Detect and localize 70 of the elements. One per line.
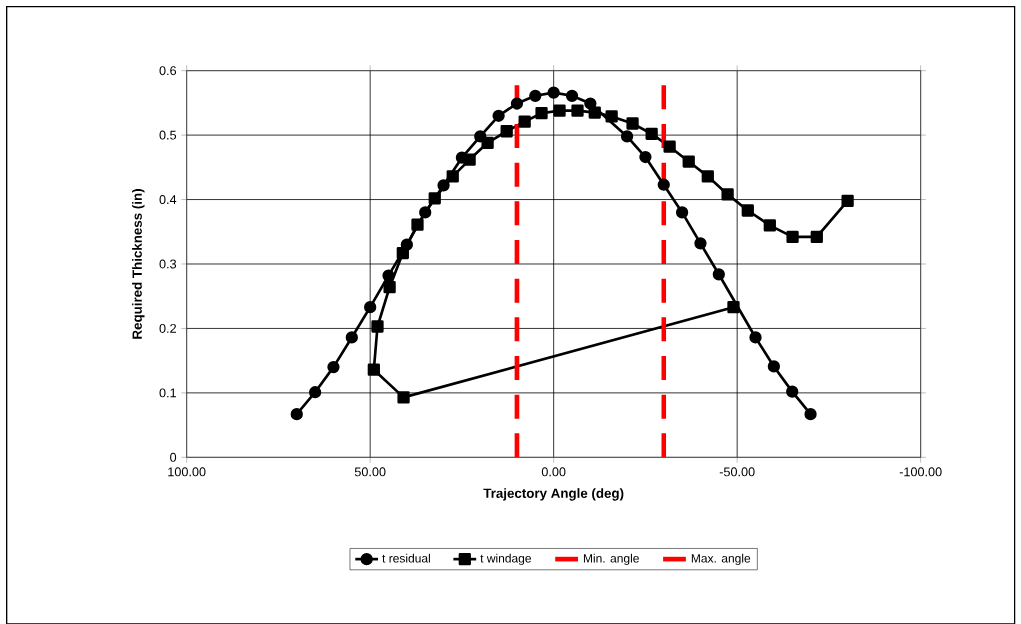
- x-tick-label: 100.00: [168, 467, 206, 477]
- point: [663, 140, 676, 153]
- point: [518, 115, 531, 128]
- y-tick-label: 0.5: [159, 130, 177, 140]
- point: [411, 218, 424, 231]
- point: [290, 408, 303, 421]
- point: [727, 301, 740, 314]
- point: [500, 125, 513, 138]
- y-tick-label: 0.4: [159, 195, 177, 205]
- legend-label: t windage: [480, 553, 531, 565]
- legend-label: t residual: [382, 553, 430, 563]
- point: [786, 230, 799, 244]
- point: [383, 281, 396, 294]
- point: [571, 104, 584, 117]
- point: [712, 268, 725, 281]
- y-tick-label: 0.3: [159, 259, 177, 269]
- point: [767, 360, 780, 373]
- x-tick-label: 0.00: [541, 467, 566, 477]
- point: [620, 130, 634, 143]
- point: [382, 269, 395, 282]
- point: [721, 188, 734, 201]
- point: [481, 136, 494, 149]
- point: [588, 106, 601, 119]
- y-tick-label: 0: [170, 452, 177, 462]
- point: [364, 301, 377, 314]
- point: [749, 331, 762, 344]
- point: [492, 109, 505, 122]
- legend-label: Max. angle: [691, 553, 751, 565]
- point: [529, 89, 542, 102]
- point: [419, 206, 432, 219]
- point: [682, 155, 695, 168]
- x-tick-label: 50.00: [354, 467, 386, 477]
- point: [446, 170, 459, 183]
- point: [657, 178, 670, 191]
- x-tick-label: -50.00: [719, 467, 755, 477]
- point: [565, 89, 579, 102]
- point: [626, 117, 639, 130]
- x-axis-title: Trajectory Angle (deg): [483, 488, 624, 501]
- point: [308, 386, 322, 399]
- point: [396, 246, 409, 260]
- point: [371, 320, 384, 333]
- y-tick-label: 0.6: [159, 66, 177, 76]
- point: [553, 104, 566, 117]
- y-tick-label: 0.2: [159, 323, 176, 333]
- point: [841, 194, 854, 207]
- point: [694, 237, 707, 250]
- point: [327, 360, 340, 374]
- point: [639, 150, 652, 164]
- y-tick-label: 0.1: [159, 388, 176, 398]
- point: [810, 230, 823, 244]
- point: [645, 127, 658, 140]
- point: [741, 204, 754, 217]
- point: [367, 363, 380, 376]
- point: [804, 408, 817, 421]
- point: [701, 170, 714, 183]
- point: [345, 331, 358, 344]
- point: [463, 153, 476, 166]
- point: [535, 107, 548, 120]
- y-axis-title: Required Thickness (in): [132, 189, 145, 339]
- point: [763, 219, 776, 232]
- point: [397, 391, 410, 404]
- point: [786, 385, 799, 398]
- x-tick-label: -100.00: [899, 467, 942, 477]
- point: [428, 192, 441, 205]
- point: [437, 179, 450, 192]
- point: [675, 206, 689, 219]
- point: [547, 86, 560, 99]
- point: [605, 110, 618, 123]
- legend-label: Min. angle: [583, 553, 639, 565]
- point: [510, 97, 524, 110]
